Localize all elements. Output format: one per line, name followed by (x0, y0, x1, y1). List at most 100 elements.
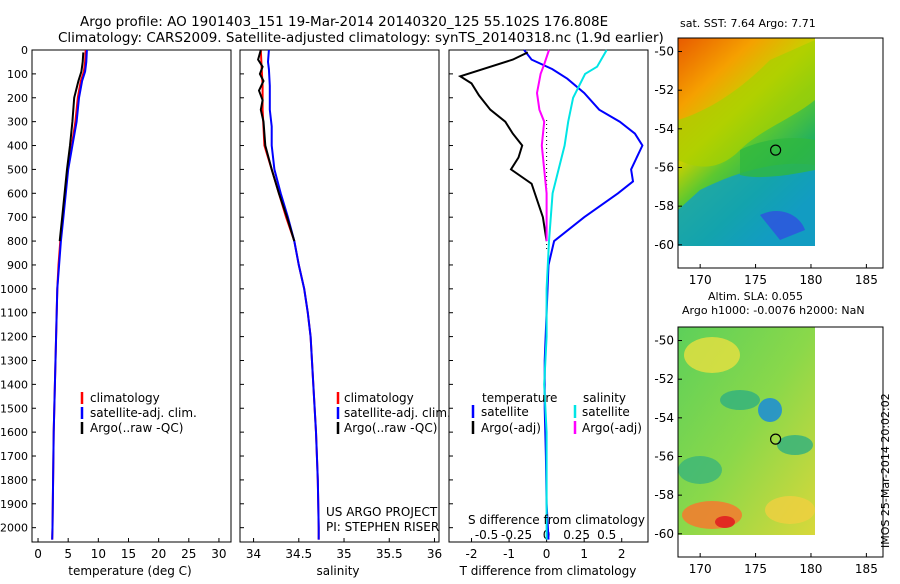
series-line-s-argo-adj- (535, 49, 550, 242)
map-y-tick-label: -56 (654, 449, 674, 463)
y-tick-label: 300 (7, 116, 28, 129)
map-y-tick-label: -54 (654, 411, 674, 425)
map-y-tick-label: -58 (654, 488, 674, 502)
y-tick-label: 1700 (0, 450, 28, 463)
x-tick-label: -1 (503, 547, 515, 561)
y-tick-label: 800 (7, 235, 28, 248)
legend-label-s-satellite: satellite (582, 405, 630, 419)
series-line-climatology (259, 49, 320, 540)
sla-map-axes: 170 175 180 185 -50 -52 -54 -56 -58 -60 (654, 334, 877, 576)
difference-panel-frame (448, 49, 649, 543)
legend-label-t-argo: Argo(-adj) (481, 421, 541, 435)
legend-title-salinity: salinity (583, 391, 626, 405)
sst-map-title: sat. SST: 7.64 Argo: 7.71 (680, 17, 816, 30)
y-tick-label: 100 (7, 68, 28, 81)
figure-title-line1: Argo profile: AO 1901403_151 19-Mar-2014… (80, 14, 608, 30)
y-tick-label: 500 (7, 163, 28, 176)
imos-timestamp: IMOS 25-Mar-2014 20:02:02 (879, 393, 892, 548)
project-annotation: US ARGO PROJECT (326, 505, 438, 519)
temperature-panel-frame (31, 49, 232, 543)
legend-label-argo: Argo(..raw -QC) (90, 421, 183, 435)
figure-title-line2: Climatology: CARS2009. Satellite-adjuste… (58, 30, 664, 46)
y-tick-label: 1800 (0, 474, 28, 487)
y-tick-label: 1900 (0, 498, 28, 511)
x-tick-label: 1 (580, 547, 588, 561)
salinity-panel: 34 34.5 35 35.5 36 (240, 49, 442, 561)
y-tick-label: 700 (7, 211, 28, 224)
series-line-s-satellite (543, 49, 608, 540)
map-x-tick-label: 185 (855, 562, 878, 576)
x-tick-label: 2 (618, 547, 626, 561)
series-line-satellite-adj-clim- (51, 49, 88, 540)
pi-annotation: PI: STEPHEN RISER (326, 520, 439, 534)
sst-map-axes: 170 175 180 185 -50 -52 -54 -56 -58 -60 (654, 45, 877, 287)
series-line-argo-raw-qc- (58, 52, 85, 242)
legend-label-argo: Argo(..raw -QC) (344, 421, 437, 435)
temperature-xlabel: temperature (deg C) (68, 564, 191, 578)
sla-map-title-line1: Altim. SLA: 0.055 (708, 290, 803, 303)
sla-map-image (678, 327, 815, 535)
x-tick-label: 15 (121, 547, 136, 561)
series-line-t-argo-adj- (457, 51, 548, 242)
sst-map-frame (677, 37, 884, 269)
legend-label-t-satellite: satellite (481, 405, 529, 419)
sal-tick-label: -0.5 (475, 528, 498, 542)
salinity-panel-frame (239, 49, 440, 543)
sla-map-frame (677, 326, 884, 558)
x-tick-label: 20 (151, 547, 166, 561)
map-y-tick-label: -60 (654, 238, 674, 252)
map-y-tick-label: -56 (654, 160, 674, 174)
series-line-satellite-adj-clim- (266, 49, 320, 540)
x-tick-label: 36 (427, 547, 442, 561)
map-x-tick-label: 175 (744, 273, 767, 287)
y-tick-label: 400 (7, 140, 28, 153)
y-tick-label: 1500 (0, 402, 28, 415)
sla-map-title-line2: Argo h1000: -0.0076 h2000: NaN (682, 304, 865, 317)
map-x-tick-label: 185 (855, 273, 878, 287)
y-tick-label: 1600 (0, 426, 28, 439)
temperature-legend: climatology satellite-adj. clim. Argo(..… (80, 391, 197, 435)
map-x-tick-label: 180 (800, 562, 823, 576)
map-y-tick-label: -60 (654, 527, 674, 541)
map-x-tick-label: 180 (800, 273, 823, 287)
y-tick-label: 900 (7, 259, 28, 272)
x-tick-label: 34 (246, 547, 261, 561)
salinity-legend: climatology satellite-adj. clim. Argo(..… (336, 391, 451, 435)
x-tick-label: 35 (336, 547, 351, 561)
map-y-tick-label: -52 (654, 83, 674, 97)
legend-label-climatology: climatology (344, 391, 414, 405)
y-tick-label: 200 (7, 92, 28, 105)
map-y-tick-label: -52 (654, 372, 674, 386)
y-tick-label: 0 (21, 44, 28, 57)
y-tick-label: 1100 (0, 307, 28, 320)
temperature-panel: 0100200300400500600700800900100011001200… (0, 44, 227, 561)
x-tick-label: 34.5 (285, 547, 312, 561)
legend-label-satellite: satellite-adj. clim. (344, 406, 451, 420)
series-line-t-satellite (523, 49, 644, 540)
argo-float-marker (770, 433, 782, 445)
difference-legend: temperature salinity satellite Argo(-adj… (471, 391, 642, 435)
map-y-tick-label: -54 (654, 122, 674, 136)
sst-map-image (678, 38, 815, 246)
x-tick-label: 35.5 (376, 547, 403, 561)
y-tick-label: 1300 (0, 354, 28, 367)
map-y-tick-label: -58 (654, 199, 674, 213)
x-tick-label: 5 (64, 547, 72, 561)
legend-label-satellite: satellite-adj. clim. (90, 406, 197, 420)
argo-float-marker (770, 144, 782, 156)
map-x-tick-label: 175 (744, 562, 767, 576)
y-tick-label: 1400 (0, 378, 28, 391)
x-tick-label: -2 (466, 547, 478, 561)
map-x-tick-label: 170 (689, 562, 712, 576)
map-y-tick-label: -50 (654, 334, 674, 348)
legend-label-s-argo: Argo(-adj) (582, 421, 642, 435)
y-tick-label: 1000 (0, 283, 28, 296)
y-tick-label: 600 (7, 187, 28, 200)
s-difference-label: S difference from climatology (468, 513, 645, 527)
salinity-xlabel: salinity (316, 564, 359, 578)
difference-xlabel: T difference from climatology (459, 564, 637, 578)
x-tick-label: 0 (543, 547, 551, 561)
difference-panel: -2 -1 0 1 2-0.5 -0.25 0 0.25 0.5 (449, 49, 644, 561)
